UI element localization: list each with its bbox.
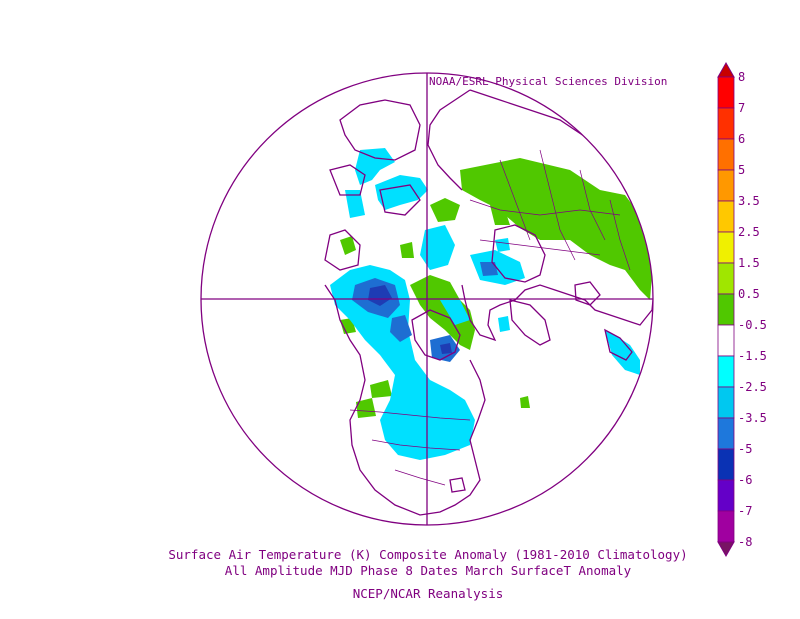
credit-text: NOAA/ESRL Physical Sciences Division bbox=[429, 75, 668, 88]
colorbar-label: 2.5 bbox=[738, 225, 760, 239]
colorbar-box bbox=[717, 355, 735, 388]
colorbar-box bbox=[717, 448, 735, 481]
colorbar-box bbox=[717, 417, 735, 450]
strong-cold-anomaly-patches bbox=[368, 285, 452, 354]
colorbar-box bbox=[717, 324, 735, 357]
colorbar-label: -1.5 bbox=[738, 349, 767, 363]
colorbar-box bbox=[717, 510, 735, 543]
title-line-3: NCEP/NCAR Reanalysis bbox=[352, 586, 504, 601]
colorbar-label: 7 bbox=[738, 101, 745, 115]
colorbar-label: -0.5 bbox=[738, 318, 767, 332]
colorbar-box bbox=[717, 293, 735, 326]
colorbar-box bbox=[717, 76, 735, 109]
borders bbox=[349, 149, 631, 486]
colorbar-label: 0.5 bbox=[738, 287, 760, 301]
colorbar-label: 5 bbox=[738, 163, 745, 177]
colorbar-label: -2.5 bbox=[738, 380, 767, 394]
colorbar-box bbox=[717, 231, 735, 264]
colorbar-label: -6 bbox=[738, 473, 752, 487]
colorbar-label: 3.5 bbox=[738, 194, 760, 208]
colorbar-box bbox=[717, 169, 735, 202]
colorbar-label: -5 bbox=[738, 442, 752, 456]
colorbar-label: -8 bbox=[738, 535, 752, 549]
title-line-1: Surface Air Temperature (K) Composite An… bbox=[168, 547, 688, 562]
colorbar-label: 8 bbox=[738, 70, 745, 84]
warm-anomaly-patches bbox=[340, 158, 652, 418]
colorbar-boxes bbox=[717, 61, 735, 558]
colorbar-top-arrow bbox=[717, 61, 735, 78]
colorbar-box bbox=[717, 262, 735, 295]
colorbar-labels: 8 7 6 5 3.5 2.5 1.5 0.5 -0.5 -1.5 -2.5 -3.5 -5 -6 -7 -8 bbox=[738, 70, 767, 549]
colorbar-bottom-arrow bbox=[717, 541, 735, 558]
colorbar-box bbox=[717, 479, 735, 512]
colorbar-box bbox=[717, 138, 735, 171]
anomaly-fields bbox=[324, 89, 653, 516]
colorbar-box bbox=[717, 386, 735, 419]
colorbar-label: 1.5 bbox=[738, 256, 760, 270]
colorbar-label: 6 bbox=[738, 132, 745, 146]
colorbar-box bbox=[717, 107, 735, 140]
colorbar-label: -3.5 bbox=[738, 411, 767, 425]
colorbar-label: -7 bbox=[738, 504, 752, 518]
colorbar-box bbox=[717, 200, 735, 233]
title-line-2: All Amplitude MJD Phase 8 Dates March Su… bbox=[224, 563, 632, 578]
